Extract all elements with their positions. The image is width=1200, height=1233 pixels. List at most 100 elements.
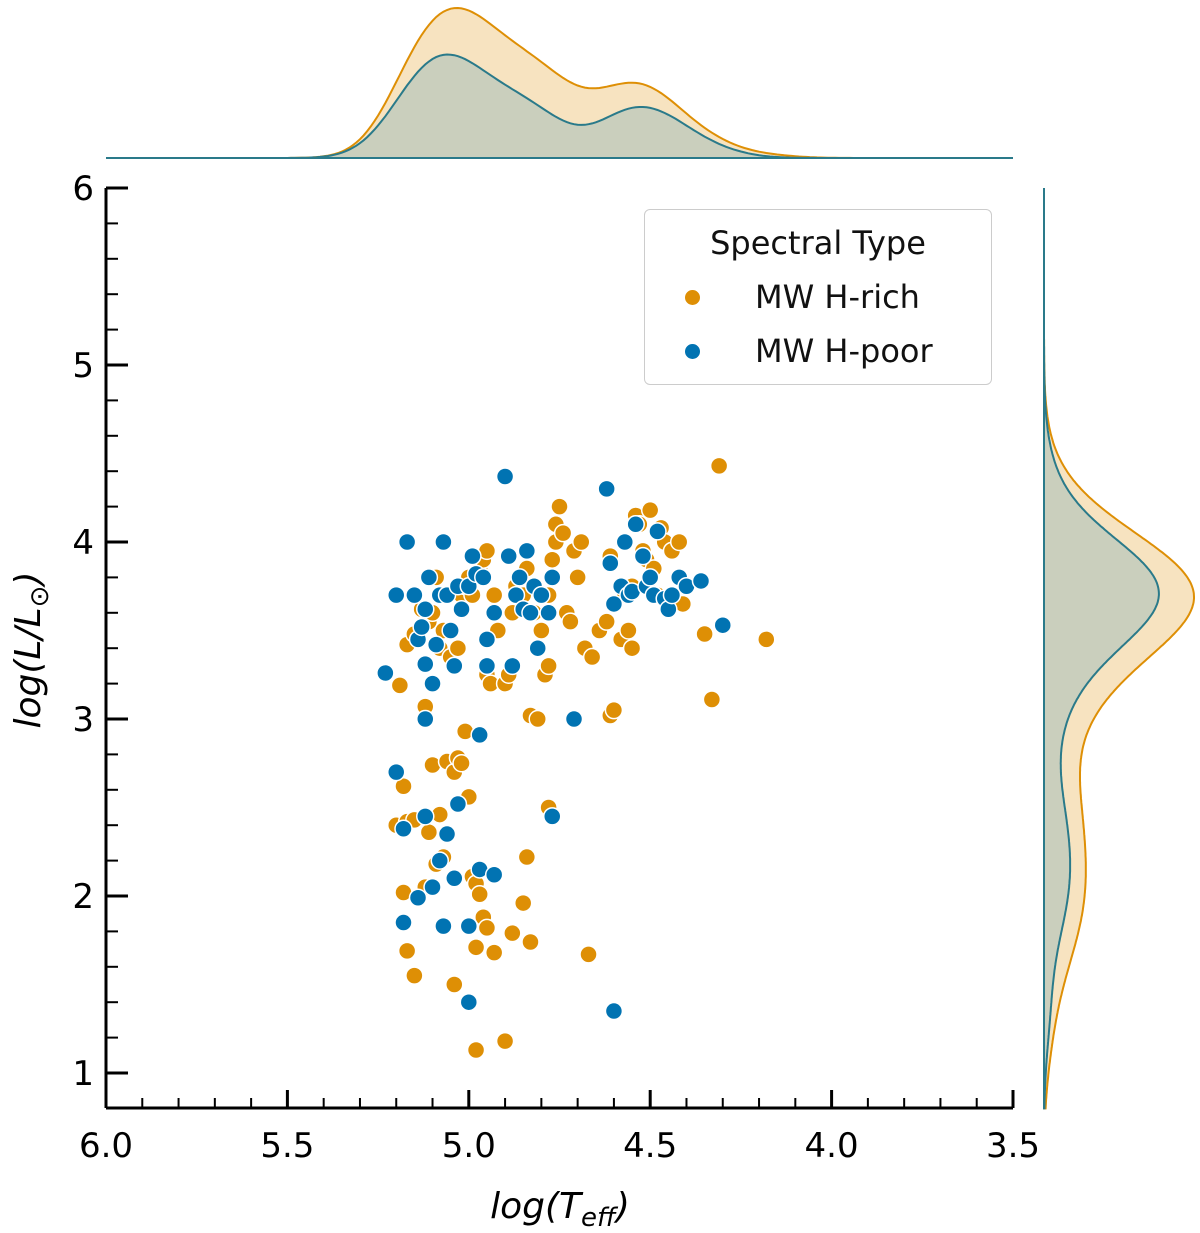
point-mw-h-rich — [532, 621, 551, 640]
point-mw-h-poor — [459, 992, 479, 1012]
legend-label-h-poor: MW H-poor — [755, 332, 933, 370]
point-mw-h-rich — [452, 754, 471, 773]
legend-item-h-rich: MW H-rich — [685, 277, 920, 317]
x-tick-label: 6.0 — [79, 1126, 133, 1166]
point-mw-h-poor — [499, 546, 518, 566]
point-mw-h-poor — [539, 603, 558, 623]
point-mw-h-rich — [495, 1031, 515, 1051]
point-mw-h-rich — [640, 500, 660, 520]
point-mw-h-rich — [477, 918, 497, 938]
point-mw-h-rich — [572, 532, 591, 552]
point-mw-h-poor — [416, 709, 435, 729]
point-mw-h-poor — [604, 594, 624, 614]
point-mw-h-poor — [459, 916, 479, 936]
marginal-y-h-poor — [1043, 188, 1160, 1110]
point-mw-h-poor — [474, 568, 493, 587]
point-mw-h-poor — [597, 479, 616, 499]
point-mw-h-rich — [397, 941, 417, 961]
point-mw-h-poor — [430, 851, 450, 870]
legend-marker-h-rich — [685, 289, 700, 305]
y-tick-label: 3 — [72, 700, 94, 740]
point-mw-h-poor — [470, 725, 489, 745]
marginal-y-density — [1043, 188, 1195, 1110]
point-mw-h-poor — [503, 656, 522, 676]
point-mw-h-rich — [619, 621, 638, 640]
point-mw-h-poor — [477, 656, 497, 676]
point-mw-h-poor — [445, 656, 464, 676]
point-mw-h-rich — [553, 523, 573, 543]
point-mw-h-poor — [386, 585, 406, 605]
point-mw-h-poor — [477, 630, 497, 649]
point-mw-h-poor — [397, 532, 417, 552]
point-mw-h-rich — [568, 568, 587, 587]
point-mw-h-rich — [709, 456, 729, 476]
point-mw-h-poor — [423, 877, 442, 897]
point-mw-h-rich — [448, 638, 468, 658]
point-mw-h-rich — [484, 943, 504, 962]
point-mw-h-poor — [386, 762, 406, 782]
point-mw-h-poor — [423, 674, 442, 693]
x-tick-label: 3.5 — [986, 1126, 1040, 1166]
point-mw-h-poor — [691, 571, 711, 591]
point-mw-h-poor — [640, 568, 660, 587]
point-mw-h-rich — [513, 893, 533, 913]
point-mw-h-poor — [434, 916, 453, 936]
point-mw-h-poor — [626, 515, 645, 534]
point-mw-h-rich — [669, 532, 689, 552]
point-mw-h-rich — [521, 932, 540, 952]
point-mw-h-poor — [405, 585, 424, 605]
point-mw-h-poor — [532, 585, 551, 605]
point-mw-h-rich — [503, 923, 522, 943]
point-mw-h-poor — [448, 794, 468, 814]
point-mw-h-rich — [561, 612, 580, 631]
point-mw-h-rich — [757, 630, 776, 649]
point-mw-h-poor — [394, 913, 413, 932]
point-mw-h-rich — [484, 585, 504, 605]
legend-marker-h-poor — [685, 343, 700, 359]
point-mw-h-poor — [419, 568, 439, 587]
point-mw-h-rich — [702, 690, 722, 709]
point-mw-h-poor — [713, 615, 733, 635]
point-mw-h-poor — [452, 600, 471, 619]
point-mw-h-rich — [466, 1040, 486, 1060]
y-tick-label: 5 — [72, 346, 94, 386]
point-mw-h-poor — [542, 568, 562, 587]
point-mw-h-rich — [622, 638, 642, 658]
point-mw-h-rich — [466, 938, 486, 957]
point-mw-h-rich — [597, 612, 616, 631]
point-mw-h-poor — [463, 546, 482, 566]
point-mw-h-poor — [416, 807, 435, 826]
point-mw-h-rich — [550, 497, 569, 516]
point-mw-h-poor — [542, 807, 562, 826]
x-tick-label: 4.0 — [805, 1126, 859, 1166]
point-mw-h-poor — [441, 621, 460, 640]
point-mw-h-rich — [517, 847, 537, 867]
point-mw-h-poor — [521, 603, 540, 623]
point-mw-h-poor — [408, 888, 428, 908]
point-mw-h-poor — [484, 865, 504, 885]
point-mw-h-rich — [579, 945, 598, 964]
point-mw-h-rich — [539, 656, 558, 676]
scatter-points — [376, 456, 776, 1060]
point-mw-h-poor — [416, 654, 435, 674]
point-mw-h-rich — [405, 966, 424, 985]
point-mw-h-poor — [495, 467, 515, 486]
point-mw-h-poor — [528, 638, 547, 658]
point-mw-h-poor — [426, 635, 446, 654]
point-mw-h-poor — [412, 617, 431, 637]
legend: Spectral Type MW H-rich MW H-poor — [644, 209, 992, 385]
point-mw-h-poor — [604, 1001, 624, 1021]
legend-item-h-poor: MW H-poor — [685, 331, 933, 371]
point-mw-h-poor — [615, 532, 635, 552]
point-mw-h-poor — [517, 541, 537, 561]
x-tick-label: 5.5 — [260, 1126, 314, 1166]
y-tick-label: 1 — [72, 1054, 94, 1094]
legend-label-h-rich: MW H-rich — [755, 278, 920, 316]
marginal-x-h-poor — [106, 53, 1013, 159]
point-mw-h-rich — [604, 700, 624, 720]
point-mw-h-poor — [648, 522, 667, 541]
main-axes: 6.0 5.5 5.0 4.5 4.0 3.5 1 2 3 4 5 6 — [72, 169, 1040, 1166]
point-mw-h-rich — [542, 550, 562, 569]
